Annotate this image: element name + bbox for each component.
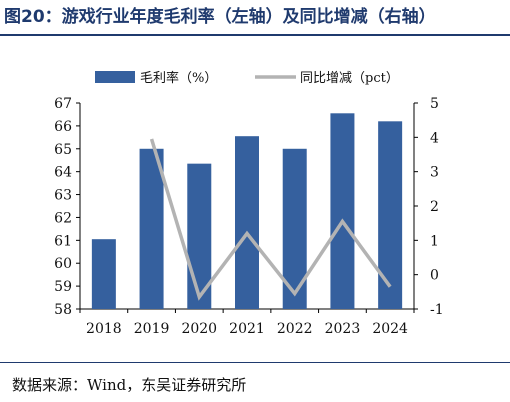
left-tick-label: 58: [54, 302, 72, 318]
left-tick-label: 63: [54, 188, 72, 204]
bar: [235, 136, 259, 309]
legend-bar-label: 毛利率（%）: [140, 70, 217, 86]
left-tick-label: 61: [54, 233, 72, 249]
right-tick-label: 0: [430, 268, 439, 284]
figure-title: 图20：游戏行业年度毛利率（左轴）及同比增减（右轴）: [4, 7, 436, 27]
right-tick-label: 5: [430, 96, 439, 112]
x-tick-label: 2023: [325, 321, 361, 337]
left-tick-label: 60: [54, 256, 72, 272]
bar: [330, 113, 355, 309]
x-tick-label: 2018: [86, 321, 122, 337]
x-tick-label: 2021: [229, 321, 265, 337]
right-tick-label: 2: [430, 199, 439, 215]
source-note: 数据来源：Wind，东吴证券研究所: [12, 376, 247, 394]
x-tick-label: 2022: [277, 321, 313, 337]
right-tick-label: -1: [430, 302, 444, 318]
left-tick-label: 66: [54, 119, 72, 135]
right-tick-label: 3: [430, 165, 439, 181]
legend-line-label: 同比增减（pct）: [300, 71, 399, 86]
line-series: [149, 138, 392, 301]
right-tick-label: 1: [430, 233, 439, 249]
x-tick-label: 2019: [134, 321, 170, 337]
title-rule: [0, 34, 510, 36]
source-rule: [0, 362, 510, 363]
left-tick-label: 64: [54, 165, 72, 181]
left-tick-label: 59: [54, 279, 72, 295]
left-tick-label: 67: [54, 96, 72, 112]
legend-bar-swatch: [95, 71, 135, 83]
bar: [378, 121, 403, 309]
left-tick-label: 62: [54, 210, 72, 226]
x-tick-label: 2020: [181, 321, 217, 337]
x-tick-label: 2024: [372, 321, 408, 337]
bar: [91, 239, 116, 309]
left-tick-label: 65: [54, 142, 72, 158]
bar: [139, 148, 164, 309]
right-tick-label: 4: [430, 130, 439, 146]
